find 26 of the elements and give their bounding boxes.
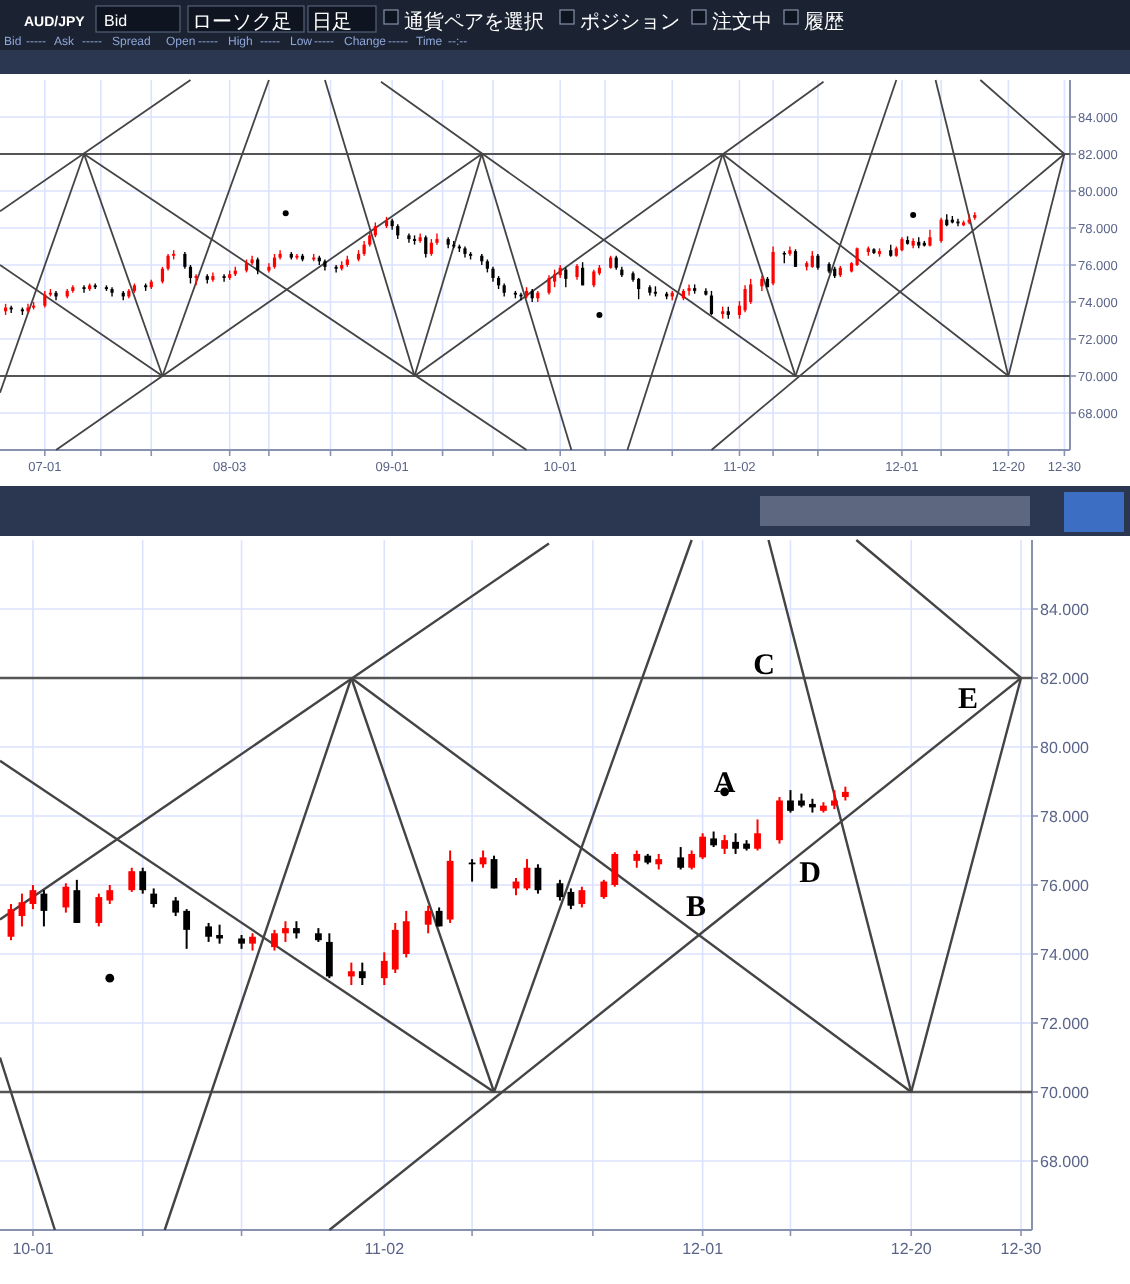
annotation: E <box>957 684 979 716</box>
annotation: A <box>713 768 736 800</box>
text: 日足 <box>312 12 352 34</box>
text: ポジション <box>580 12 680 34</box>
y-tick-label: 78.000 <box>1040 807 1091 826</box>
y-tick-label: 84.000 <box>1040 600 1091 619</box>
y-tick-label: 68.000 <box>1040 1152 1091 1171</box>
x-tick-label: 12-01 <box>682 1240 725 1258</box>
annotation: C <box>753 650 775 682</box>
y-tick-label: 76.000 <box>1040 876 1091 895</box>
text: 通貨ペアを選択 <box>404 10 544 34</box>
text: 注文中 <box>712 10 772 34</box>
text: Bid <box>104 12 128 30</box>
y-tick-label: 82.000 <box>1040 669 1091 688</box>
y-tick-label: 74.000 <box>1040 945 1091 964</box>
text: 履歴 <box>804 12 844 34</box>
x-tick-label: 12-20 <box>890 1240 933 1258</box>
annotation: D <box>799 858 822 890</box>
x-tick-label: 10-01 <box>12 1240 55 1258</box>
y-tick-label: 72.000 <box>1040 1014 1091 1033</box>
x-tick-label: 12-30 <box>1000 1240 1043 1258</box>
y-tick-label: 70.000 <box>1040 1083 1091 1102</box>
text: ローソク足 <box>192 12 292 34</box>
y-tick-label: 80.000 <box>1040 738 1091 757</box>
x-tick-label: 11-02 <box>364 1240 406 1258</box>
annotation: B <box>685 892 707 924</box>
